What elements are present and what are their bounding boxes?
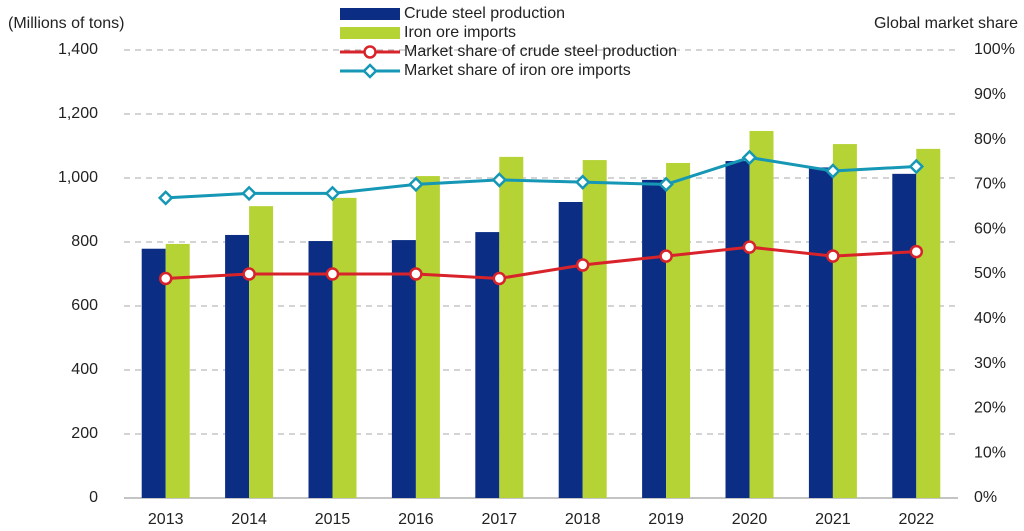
x-tick-label: 2015 <box>315 511 351 528</box>
y-tick-label: 1,000 <box>58 169 98 186</box>
legend-swatch <box>340 27 400 39</box>
marker <box>491 172 508 188</box>
marker <box>574 174 591 190</box>
marker <box>908 158 925 175</box>
y-axis-title: (Millions of tons) <box>8 15 124 32</box>
marker <box>909 244 924 259</box>
y-tick-label: 1,400 <box>58 41 98 58</box>
bar <box>165 243 190 498</box>
legend-label: Crude steel production <box>404 5 565 22</box>
y2-tick-label: 100% <box>974 41 1015 58</box>
x-tick-label: 2016 <box>398 511 434 528</box>
y-tick-label: 800 <box>71 233 98 250</box>
bar <box>558 202 583 498</box>
legend-label: Iron ore imports <box>404 24 516 41</box>
marker <box>409 267 423 281</box>
y-tick-label: 600 <box>71 297 98 314</box>
x-tick-label: 2018 <box>565 511 601 528</box>
bar <box>141 248 166 498</box>
y2-tick-label: 60% <box>974 220 1006 237</box>
bar <box>582 160 607 498</box>
marker <box>659 249 673 263</box>
x-tick-label: 2014 <box>231 511 267 528</box>
bar <box>916 148 941 498</box>
marker <box>408 176 424 193</box>
legend-swatch <box>340 8 400 20</box>
bar <box>475 232 500 498</box>
bar <box>415 176 440 498</box>
y2-tick-label: 90% <box>974 86 1006 103</box>
marker <box>575 258 590 272</box>
y-tick-label: 0 <box>89 489 98 506</box>
bar <box>308 241 333 499</box>
bar <box>725 161 750 499</box>
line <box>165 245 917 280</box>
marker <box>492 271 507 286</box>
x-tick-label: 2013 <box>148 511 184 528</box>
x-tick-label: 2017 <box>482 511 518 528</box>
y2-tick-label: 20% <box>974 400 1006 417</box>
y2-tick-label: 30% <box>974 355 1006 372</box>
bar <box>499 156 524 498</box>
bar <box>832 144 857 498</box>
legend-marker <box>363 45 377 59</box>
marker <box>157 190 174 206</box>
marker <box>325 267 340 281</box>
y-tick-label: 400 <box>71 361 98 378</box>
legend-marker <box>362 63 378 79</box>
marker <box>825 163 841 179</box>
x-tick-label: 2020 <box>732 511 768 528</box>
marker <box>741 149 758 166</box>
y2-tick-label: 70% <box>974 176 1006 193</box>
marker <box>324 185 341 202</box>
legend-label: Market share of iron ore imports <box>404 62 631 79</box>
y-tick-label: 1,200 <box>58 105 98 122</box>
bar <box>749 130 774 498</box>
x-tick-label: 2019 <box>648 511 684 528</box>
y2-tick-label: 0% <box>974 489 997 506</box>
y2-axis-title: Global market share <box>874 15 1018 32</box>
marker <box>658 176 674 193</box>
y2-tick-label: 50% <box>974 265 1006 282</box>
legend-label: Market share of crude steel production <box>404 43 677 60</box>
bar <box>642 179 667 499</box>
line <box>165 155 917 200</box>
x-tick-label: 2022 <box>899 511 935 528</box>
marker <box>158 271 173 286</box>
bar <box>892 173 917 498</box>
bar <box>391 240 416 498</box>
y-tick-label: 200 <box>71 425 98 442</box>
bar <box>666 162 691 498</box>
bar <box>808 167 833 498</box>
bar <box>249 206 274 498</box>
marker <box>742 240 757 254</box>
y2-tick-label: 40% <box>974 310 1006 327</box>
marker <box>241 185 257 202</box>
y2-tick-label: 10% <box>974 444 1006 461</box>
y2-tick-label: 80% <box>974 131 1006 148</box>
x-tick-label: 2021 <box>815 511 851 528</box>
marker <box>826 249 840 263</box>
bar <box>332 197 357 498</box>
marker <box>242 267 256 281</box>
